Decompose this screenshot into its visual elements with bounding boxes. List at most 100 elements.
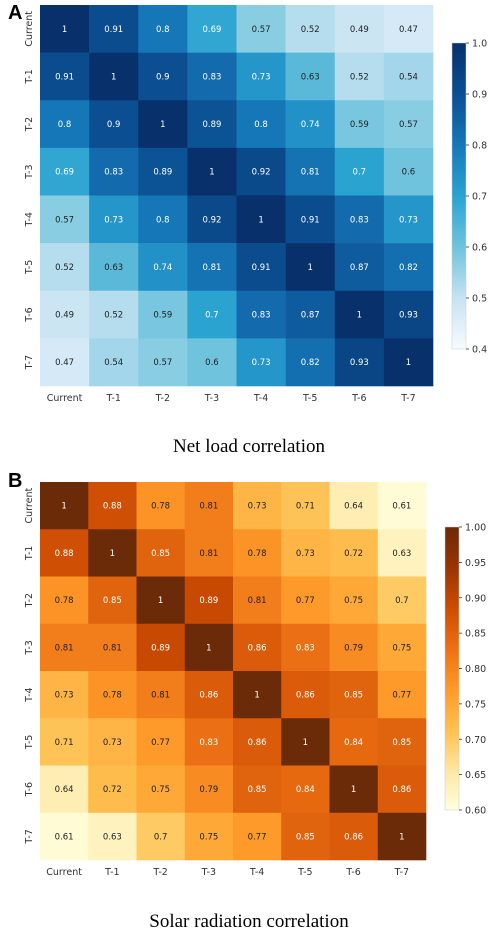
cell-value-label: 0.86: [248, 643, 267, 653]
colorbar-tick-label: 1.0: [472, 39, 487, 50]
heatmap-cell: [281, 623, 330, 672]
colorbar-tick-label: 0.4: [472, 345, 487, 356]
heatmap-cell: [334, 243, 385, 292]
cell-value-label: 0.63: [301, 72, 320, 82]
cell-value-label: 0.83: [202, 72, 221, 82]
x-tick-label: T-2: [155, 393, 170, 404]
cell-value-label: 0.7: [154, 832, 168, 842]
heatmap-cell: [329, 623, 379, 672]
cell-value-label: 1: [62, 25, 67, 35]
cell-value-label: 0.57: [399, 120, 418, 130]
heatmap-cell: [136, 718, 186, 766]
y-tick-label: T-5: [24, 735, 35, 750]
cell-value-label: 0.83: [350, 215, 369, 225]
heatmap-cell: [236, 5, 286, 53]
cell-value-label: 0.78: [55, 596, 74, 606]
cell-value-label: 0.6: [205, 358, 219, 368]
cell-value-label: 0.73: [104, 215, 123, 225]
cell-value-label: 1: [357, 311, 362, 321]
heatmap-cell: [285, 195, 336, 244]
cell-value-label: 0.78: [151, 502, 170, 512]
heatmap-cell: [187, 243, 237, 292]
x-tick-label: T-3: [201, 867, 216, 878]
cell-value-label: 0.82: [399, 263, 418, 273]
cell-value-label: 1: [307, 263, 312, 273]
cell-value-label: 0.73: [399, 215, 418, 225]
heatmap-cell: [329, 718, 379, 766]
cell-value-label: 0.86: [248, 738, 267, 748]
cell-value-label: 0.63: [104, 263, 123, 273]
heatmap-cell: [138, 52, 188, 101]
heatmap-cell: [184, 812, 234, 861]
cell-value-label: 0.92: [202, 215, 221, 225]
heatmap-cell: [136, 765, 186, 814]
cell-value-label: 0.78: [103, 691, 122, 701]
cell-value-label: 0.83: [104, 168, 123, 178]
x-tick-label: T-5: [297, 867, 312, 878]
cell-value-label: 1: [303, 738, 308, 748]
x-tick-label: T-4: [249, 867, 264, 878]
y-tick-label: T-1: [24, 546, 35, 561]
cell-value-label: 0.85: [296, 832, 315, 842]
colorbar-tick-label: 0.90: [465, 593, 486, 604]
colorbar: [444, 526, 460, 811]
cell-value-label: 0.91: [104, 25, 123, 35]
panel-a-label: A: [8, 2, 23, 24]
cell-value-label: 0.82: [301, 358, 320, 368]
cell-value-label: 0.73: [252, 358, 271, 368]
heatmap-cell: [236, 195, 286, 244]
cell-value-label: 0.49: [55, 311, 74, 321]
heatmap-cell: [233, 529, 282, 577]
heatmap-cell: [40, 529, 89, 577]
colorbar-tick-label: 0.85: [465, 629, 486, 640]
heatmap-cell: [233, 623, 282, 672]
heatmap-cell: [377, 765, 427, 814]
cell-value-label: 0.7: [353, 168, 367, 178]
heatmap-cell: [40, 812, 89, 861]
heatmap-cell: [233, 576, 282, 625]
cell-value-label: 0.59: [350, 120, 369, 130]
heatmap-cell: [285, 52, 336, 101]
cell-value-label: 0.81: [55, 643, 74, 653]
heatmap-cell: [334, 5, 385, 53]
colorbar-tick-label: 0.6: [472, 243, 487, 254]
cell-value-label: 0.74: [301, 120, 320, 130]
cell-value-label: 0.81: [199, 502, 218, 512]
heatmap-cell: [40, 52, 90, 101]
heatmap-cell: [236, 52, 286, 101]
heatmap-cell: [383, 290, 434, 339]
heatmap-cell: [89, 290, 139, 339]
cell-value-label: 0.52: [301, 25, 320, 35]
cell-value-label: 0.79: [199, 785, 218, 795]
cell-value-label: 0.57: [55, 215, 74, 225]
cell-value-label: 0.73: [55, 691, 74, 701]
cell-value-label: 1: [399, 832, 404, 842]
cell-value-label: 0.85: [392, 738, 411, 748]
cell-value-label: 0.77: [248, 832, 267, 842]
cell-value-label: 0.52: [350, 72, 369, 82]
cell-value-label: 0.89: [202, 120, 221, 130]
heatmap-cell: [329, 576, 379, 625]
cell-value-label: 1: [61, 502, 66, 512]
cell-value-label: 0.85: [248, 785, 267, 795]
cell-value-label: 0.72: [103, 785, 122, 795]
cell-value-label: 0.81: [301, 168, 320, 178]
cell-value-label: 0.8: [254, 120, 268, 130]
cell-value-label: 0.59: [153, 311, 172, 321]
heatmap-cell: [329, 765, 379, 814]
heatmap-cell: [184, 576, 234, 625]
cell-value-label: 0.81: [199, 549, 218, 559]
cell-value-label: 0.9: [156, 72, 170, 82]
heatmap-cell: [383, 100, 434, 149]
cell-value-label: 0.74: [153, 263, 172, 273]
heatmap-cell: [136, 671, 186, 719]
y-tick-label: Current: [24, 11, 35, 47]
heatmap-cell: [281, 482, 330, 530]
heatmap-cell: [281, 576, 330, 625]
cell-value-label: 0.81: [103, 643, 122, 653]
cell-value-label: 0.79: [344, 643, 363, 653]
y-tick-label: Current: [24, 488, 35, 524]
cell-value-label: 0.73: [296, 549, 315, 559]
heatmap-cell: [89, 100, 139, 149]
heatmap-cell: [236, 290, 286, 339]
